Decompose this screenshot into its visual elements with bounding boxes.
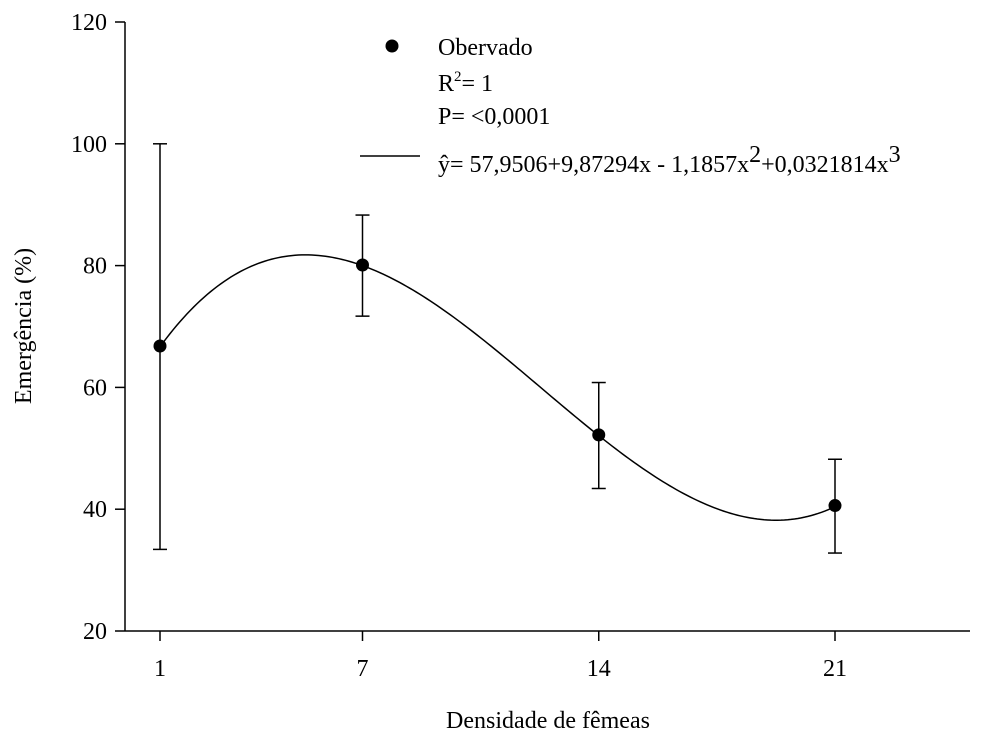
- legend-eq-part2: +0,0321814x: [761, 152, 889, 178]
- legend: Obervado R2= 1 P= <0,0001 ŷ= 57,9506+9,8…: [360, 35, 901, 178]
- data-point-14: [592, 428, 606, 442]
- legend-marker-label: Obervado: [438, 35, 533, 61]
- legend-r2-rest: = 1: [462, 71, 494, 97]
- x-tick-label-7: 7: [357, 656, 369, 682]
- fit-curve: [159, 254, 836, 521]
- x-axis-title: Densidade de fêmeas: [446, 708, 650, 734]
- y-tick-label-20: 20: [83, 619, 107, 645]
- y-tick-label-120: 120: [71, 10, 107, 36]
- legend-p-value: P= <0,0001: [438, 104, 550, 130]
- x-tick-label-14: 14: [587, 656, 611, 682]
- legend-marker: [385, 39, 399, 53]
- legend-equation: ŷ= 57,9506+9,87294x - 1,1857x2+0,0321814…: [438, 142, 901, 178]
- data-points: [153, 258, 842, 513]
- y-tick-label-60: 60: [83, 375, 107, 401]
- legend-r2-base: R: [438, 71, 454, 97]
- y-tick-label-100: 100: [71, 132, 107, 158]
- data-point-1: [153, 339, 167, 353]
- axes: [124, 22, 970, 632]
- legend-r2-exp: 2: [454, 69, 462, 85]
- x-tick-label-1: 1: [154, 656, 166, 682]
- legend-eq-exp2: 3: [889, 142, 901, 168]
- y-tick-label-40: 40: [83, 497, 107, 523]
- x-ticks: 1 7 14 21: [154, 631, 847, 682]
- x-tick-label-21: 21: [823, 656, 847, 682]
- error-bars: [153, 143, 842, 554]
- legend-r2: R2= 1: [438, 69, 493, 97]
- y-ticks: 20 40 60 80 100 120: [71, 10, 125, 645]
- data-point-21: [828, 499, 842, 513]
- y-axis-title: Emergência (%): [11, 248, 37, 404]
- legend-eq-part1: = 57,9506+9,87294x - 1,1857x: [450, 152, 749, 178]
- y-tick-label-80: 80: [83, 254, 107, 280]
- data-point-7: [356, 258, 369, 272]
- legend-eq-hat: ŷ: [438, 152, 450, 178]
- legend-eq-exp1: 2: [749, 142, 761, 168]
